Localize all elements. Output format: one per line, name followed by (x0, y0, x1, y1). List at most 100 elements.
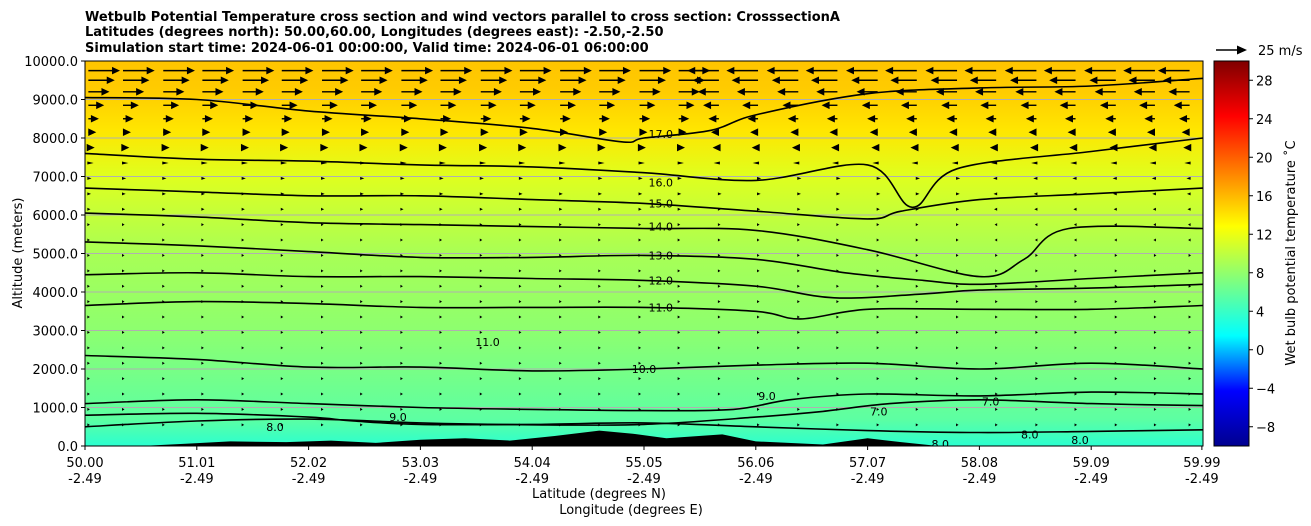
wind-vector (87, 223, 90, 227)
wind-vector (519, 101, 536, 110)
wind-vector (360, 223, 363, 227)
colorbar-ticks: −8 −4 0 4 8 12 16 20 24 28 (1249, 74, 1275, 436)
wind-vector (638, 346, 642, 350)
wind-vector (440, 128, 449, 137)
wind-vector (598, 346, 601, 350)
wind-vector (1114, 377, 1118, 381)
wind-vector (1173, 101, 1190, 110)
wind-vector (930, 76, 958, 85)
wind-vector (1035, 253, 1038, 257)
wind-vector (1114, 392, 1118, 396)
wind-vector (836, 192, 841, 196)
wind-vector (400, 423, 403, 427)
wind-vector (797, 284, 800, 288)
wind-vector (1074, 377, 1078, 381)
wind-vector (87, 253, 90, 257)
wind-vector (401, 128, 410, 137)
wind-vector (1153, 223, 1156, 227)
wind-vector (742, 101, 759, 110)
wind-vector (598, 407, 601, 411)
wind-vector (598, 192, 602, 196)
wind-vector (559, 161, 566, 165)
wind-vector (518, 377, 522, 381)
wind-vector (280, 300, 284, 304)
wind-vector (1188, 269, 1192, 273)
wind-vector (757, 346, 760, 350)
wind-vector (956, 392, 959, 396)
wind-vector (1133, 88, 1155, 96)
wind-vector (360, 284, 363, 288)
colorbar-tick-label: −4 (1256, 382, 1275, 397)
wind-vector (871, 143, 880, 152)
wind-vector (757, 207, 761, 211)
wind-vector (771, 76, 799, 85)
wind-vector (321, 423, 324, 427)
x-tick-label-lon: -2.49 (1185, 472, 1219, 487)
vector-key-label: 25 m/s (1258, 44, 1303, 59)
wind-vector (717, 238, 721, 242)
wind-vector (995, 253, 998, 257)
wind-vector (1114, 253, 1118, 257)
wind-vector (162, 284, 165, 288)
wind-vector (1035, 315, 1038, 319)
wind-vector (1144, 114, 1155, 123)
wind-vector (1114, 238, 1117, 242)
wind-vector (757, 377, 760, 381)
contour-label: 7.0 (870, 405, 888, 418)
wind-vector (242, 88, 264, 96)
wind-vector (122, 207, 126, 211)
contour-label: 12.0 (649, 274, 674, 287)
wind-vector (559, 407, 562, 411)
wind-vector (439, 176, 444, 180)
wind-vector (518, 176, 524, 180)
wind-vector (717, 284, 721, 288)
wind-vector (559, 284, 562, 288)
wind-vector (638, 330, 642, 334)
contour-label: 17.0 (649, 128, 674, 141)
wind-vector (956, 346, 959, 350)
wind-vector (88, 76, 115, 85)
wind-vector (1153, 238, 1156, 242)
wind-vector (1153, 407, 1157, 411)
wind-vector (876, 223, 880, 227)
wind-vector (956, 223, 959, 227)
wind-vector (161, 143, 170, 152)
wind-vector (677, 330, 681, 334)
wind-vector (439, 207, 443, 211)
wind-vector (637, 143, 646, 152)
wind-vector (678, 128, 687, 137)
wind-vector (995, 361, 998, 365)
wind-vector (797, 238, 800, 242)
wind-vector (559, 192, 563, 196)
x-axis-label-latitude: Latitude (degrees N) (532, 487, 666, 502)
wind-vector (1187, 207, 1191, 211)
wind-vector (703, 101, 719, 110)
wind-vector (750, 128, 759, 137)
wind-vector (87, 284, 90, 288)
wind-vector (925, 66, 958, 75)
wind-vector (876, 192, 881, 196)
wind-vector (638, 300, 642, 304)
wind-vector (876, 315, 880, 319)
wind-vector (1020, 101, 1037, 110)
contour-line (85, 187, 1203, 220)
wind-vector (439, 284, 443, 288)
wind-vector (677, 346, 681, 350)
wind-vector (401, 101, 418, 110)
wind-vector (717, 223, 721, 227)
wind-vector (479, 238, 483, 242)
wind-vector (995, 315, 998, 319)
wind-vector (1188, 407, 1192, 411)
x-tick-label-lat: 57.07 (849, 456, 886, 471)
wind-vector (797, 300, 800, 304)
wind-vector (836, 253, 839, 257)
colorbar-tick-label: 28 (1256, 74, 1273, 89)
wind-vector (1188, 346, 1192, 350)
wind-vector (1114, 315, 1118, 319)
wind-vector (440, 101, 457, 110)
wind-vector (1035, 269, 1038, 273)
wind-vector (1054, 88, 1076, 96)
wind-vector (87, 238, 90, 242)
wind-vector (360, 407, 363, 411)
wind-vector (599, 101, 616, 110)
